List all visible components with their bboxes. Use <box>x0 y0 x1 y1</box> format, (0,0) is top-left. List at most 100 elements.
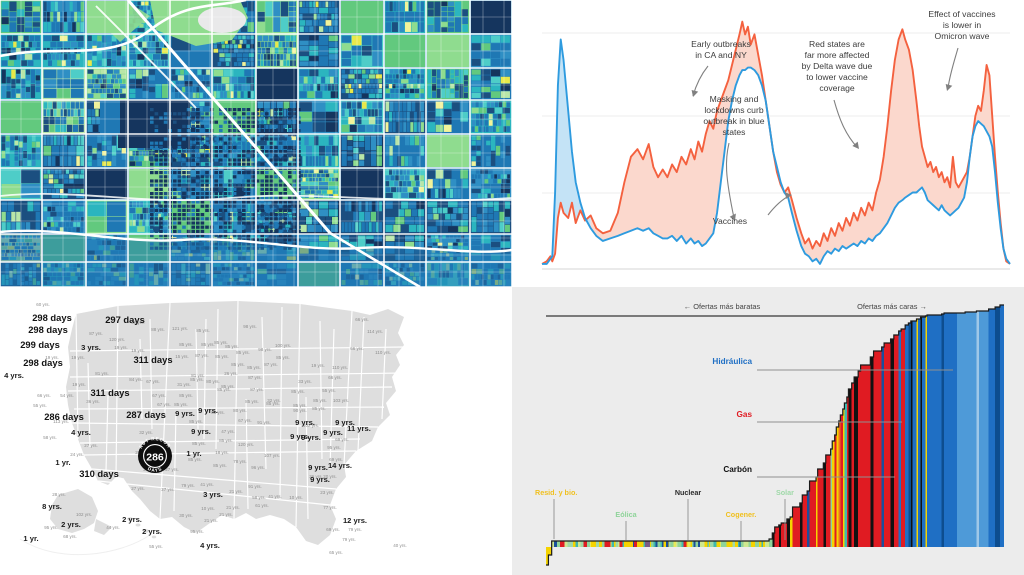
year-label: 85 yrs. <box>276 355 290 360</box>
record-years-label: 12 yrs. <box>343 516 367 525</box>
year-label: 88 yrs. <box>151 327 165 332</box>
year-label: 47 yrs. <box>221 429 235 434</box>
small-year-labels: 60 yrs. 87 yrs. 120 yrs. 60 yrs. 88 yrs. 121 … <box>33 302 407 555</box>
record-years-label: 11 yrs. <box>347 424 371 433</box>
year-label: 113 yrs. <box>53 419 69 424</box>
annotation-vaccines: Vaccines <box>713 192 792 226</box>
year-label: 10 yrs. <box>201 506 215 511</box>
year-label: 58 yrs. <box>252 495 266 500</box>
label-carbon: Carbón <box>723 465 752 474</box>
year-label: 60 yrs. <box>131 320 145 325</box>
year-label: 19 yrs. <box>114 345 128 350</box>
year-label: 110 yrs. <box>375 350 391 355</box>
svg-text:Masking and: Masking and <box>710 94 759 104</box>
svg-text:far more affected: far more affected <box>805 50 870 60</box>
year-label: 85 yrs. <box>179 342 193 347</box>
year-label: 36 yrs. <box>309 474 323 479</box>
parcel-choropleth-map[interactable] <box>0 0 512 287</box>
record-years-label: 2 yrs. <box>122 515 142 524</box>
record-days-label: 299 days <box>20 339 60 350</box>
covid-chart-svg: Early outbreaks in CA and NY Masking and… <box>541 9 1011 270</box>
year-label: 85 yrs. <box>190 377 204 382</box>
record-years-label: 9 yrs. <box>301 433 321 442</box>
record-years-label: 3 yrs. <box>81 343 101 352</box>
year-label: 19 yrs. <box>71 355 85 360</box>
record-years-label: 3 yrs. <box>203 490 223 499</box>
record-years-label: 9 yrs. <box>335 418 355 427</box>
year-label: 85 yrs. <box>225 344 239 349</box>
year-label: 67 yrs. <box>146 379 160 384</box>
leader-cogener: Cogener. <box>726 510 757 540</box>
year-label: 55 yrs. <box>149 544 163 549</box>
merit-order-outline <box>546 304 1004 566</box>
year-label: 85 yrs. <box>188 457 202 462</box>
svg-text:states: states <box>723 127 746 137</box>
record-years-label: 9 yrs. <box>175 409 195 418</box>
record-days-label: 286 days <box>44 411 84 422</box>
year-label: 102 yrs. <box>303 423 319 428</box>
year-label: 84 yrs. <box>129 377 143 382</box>
year-label: 19 yrs. <box>131 348 145 353</box>
year-label: 10 yrs. <box>289 495 303 500</box>
covid-cases-chart[interactable]: Early outbreaks in CA and NY Masking and… <box>512 0 1024 287</box>
record-years-label: 2 yrs. <box>61 520 81 529</box>
merit-order-bars <box>546 305 1004 565</box>
spain-merit-order-chart[interactable]: ← Ofertas más baratas Ofertas más caras … <box>512 287 1024 575</box>
svg-text:in CA and NY: in CA and NY <box>695 50 747 60</box>
header-most-expensive: Ofertas más caras → <box>857 302 927 311</box>
annotation-masking-lockdowns: Masking and lockdowns curb outbreak in b… <box>703 94 765 221</box>
year-label: 85 yrs. <box>221 384 235 389</box>
record-years-label: 8 yrs. <box>42 502 62 511</box>
year-label: 30 yrs. <box>179 513 193 518</box>
label-cogener: Cogener. <box>726 510 757 519</box>
year-label: 80 yrs. <box>233 408 247 413</box>
drought-map-svg: 60 yrs. 87 yrs. 120 yrs. 60 yrs. 88 yrs. 121 … <box>0 287 407 556</box>
record-days-label: 311 days <box>90 387 129 398</box>
parcel-map-svg <box>0 0 512 287</box>
year-label: 27 yrs. <box>161 487 175 492</box>
year-label: 95 yrs. <box>44 525 58 530</box>
year-label: 87 yrs. <box>89 331 103 336</box>
year-label: 66 yrs. <box>37 393 51 398</box>
label-gas: Gas <box>737 410 753 419</box>
year-label: 85 yrs. <box>211 410 225 415</box>
year-label: 120 yrs. <box>109 337 125 342</box>
badge-value: 286 <box>146 452 164 464</box>
year-label: 21 yrs. <box>204 518 218 523</box>
year-label: 21 yrs. <box>229 489 243 494</box>
year-label: 100 yrs. <box>275 343 291 348</box>
leader-carbon: Carbón <box>723 465 895 478</box>
label-solar: Solar <box>776 488 794 497</box>
year-label: 66 yrs. <box>350 346 364 351</box>
year-label: 21 yrs. <box>226 505 240 510</box>
year-label: 41 yrs. <box>268 494 282 499</box>
year-label: 85 yrs. <box>293 403 307 408</box>
year-label: 85 yrs. <box>179 393 193 398</box>
year-label: 95 yrs. <box>190 529 204 534</box>
year-label: 18 yrs. <box>215 450 229 455</box>
year-label: 95 yrs. <box>327 445 341 450</box>
year-label: 19 yrs. <box>45 355 59 360</box>
year-label: 15 yrs. <box>175 354 189 359</box>
year-label: 19 yrs. <box>311 363 325 368</box>
record-years-label: 9 yrs. <box>290 432 310 441</box>
road-network <box>0 0 512 287</box>
year-label: 81 yrs. <box>95 371 109 376</box>
year-label: 77 yrs. <box>323 505 337 510</box>
year-label: 85 yrs. <box>189 419 203 424</box>
year-label: 110 yrs. <box>332 365 348 370</box>
leader-eolica: Eólica <box>615 510 638 540</box>
year-label: 85 yrs. <box>247 365 261 370</box>
svg-text:Omicron wave: Omicron wave <box>935 31 990 41</box>
year-label: 27 yrs. <box>84 443 98 448</box>
year-label: 68 yrs. <box>63 534 77 539</box>
annotation-red-states-delta: Red states are far more affected by Delt… <box>802 39 873 149</box>
year-label: 69 yrs. <box>335 437 349 442</box>
year-label: 28 yrs. <box>52 492 66 497</box>
record-days-label: 310 days <box>79 468 119 479</box>
us-record-days-map[interactable]: 60 yrs. 87 yrs. 120 yrs. 60 yrs. 88 yrs. 121 … <box>0 287 512 575</box>
svg-text:lockdowns curb: lockdowns curb <box>704 105 763 115</box>
record-days-label: 287 days <box>126 409 166 420</box>
year-label: 36 yrs. <box>86 399 100 404</box>
